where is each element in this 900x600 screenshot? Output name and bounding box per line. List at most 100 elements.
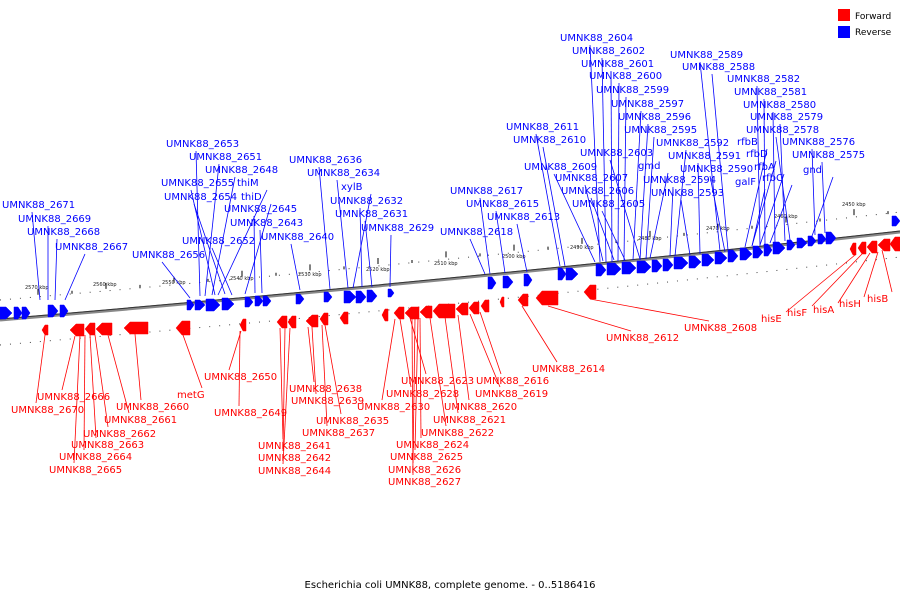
reverse-gene-leader <box>211 247 233 296</box>
reverse-gene-label: UMNK88_2669 <box>18 214 91 225</box>
reverse-gene-leader <box>589 44 601 263</box>
forward-gene-label: UMNK88_2625 <box>390 452 463 463</box>
reverse-gene-label: UMNK88_2617 <box>450 186 523 197</box>
reverse-gene-label: xylB <box>341 182 363 193</box>
forward-gene-arrow <box>455 302 469 316</box>
reverse-gene-label: UMNK88_2654 <box>164 192 237 203</box>
reverse-gene-leader <box>821 161 826 234</box>
reverse-gene-leader <box>542 146 566 267</box>
reverse-gene-label: galF <box>735 177 756 188</box>
forward-gene-label: UMNK88_2664 <box>59 452 132 463</box>
reverse-gene-arrow <box>295 293 305 305</box>
forward-gene-arrow <box>517 293 529 307</box>
reverse-gene-leader <box>680 199 691 256</box>
reverse-gene-label: UMNK88_2580 <box>743 100 816 111</box>
reverse-gene-arrow <box>323 291 333 303</box>
forward-gene-arrow <box>381 308 389 322</box>
forward-gene-label: UMNK88_2662 <box>83 429 156 440</box>
reverse-gene-arrow <box>825 231 837 245</box>
reverse-gene-label: gnd <box>803 165 822 176</box>
reverse-gene-arrow <box>221 297 235 311</box>
forward-gene-arrow <box>123 321 149 335</box>
forward-gene-label: hisE <box>761 314 782 325</box>
reverse-gene-label: UMNK88_2592 <box>656 138 729 149</box>
reverse-gene-arrow <box>727 249 739 263</box>
forward-gene-arrow <box>404 306 420 320</box>
forward-gene-label: hisB <box>867 294 888 305</box>
reverse-gene-leader <box>364 220 373 288</box>
forward-gene-leader <box>282 327 286 452</box>
forward-gene-label: hisF <box>787 308 807 319</box>
reverse-strand-genes: UMNK88_2671 UMNK88_2669 UMNK88_2668 UMNK88_… <box>0 33 900 320</box>
reverse-gene-leader <box>623 96 627 262</box>
reverse-gene-leader <box>553 173 596 263</box>
reverse-gene-leader <box>54 238 58 301</box>
reverse-gene-leader <box>584 184 604 262</box>
forward-gene-arrow <box>499 296 505 308</box>
forward-gene-arrow <box>84 322 96 336</box>
reverse-gene-leader <box>253 215 256 294</box>
scale-label: 2540 kbp <box>230 276 254 282</box>
reverse-gene-leader <box>744 148 768 248</box>
forward-gene-leader <box>134 333 142 401</box>
legend-forward-swatch <box>838 9 850 21</box>
reverse-gene-label: UMNK88_2604 <box>560 33 633 44</box>
forward-gene-arrow <box>393 306 405 320</box>
forward-gene-arrow <box>889 236 900 252</box>
forward-gene-arrow <box>41 324 49 336</box>
forward-gene-leader <box>238 330 241 407</box>
forward-gene-label: hisH <box>839 299 861 310</box>
forward-gene-arrow <box>319 312 329 326</box>
forward-gene-label: UMNK88_2661 <box>104 415 177 426</box>
reverse-gene-arrow <box>557 267 567 281</box>
reverse-gene-arrow <box>786 239 796 251</box>
reverse-gene-leader <box>336 179 349 289</box>
forward-gene-arrow <box>287 315 297 329</box>
forward-gene-leader <box>83 334 86 451</box>
reverse-gene-leader <box>359 207 363 288</box>
reverse-gene-leader <box>811 148 816 236</box>
reverse-gene-arrow <box>752 245 764 259</box>
reverse-gene-arrow <box>343 290 357 304</box>
reverse-gene-label: rfbA <box>754 162 775 173</box>
reverse-gene-leader <box>389 234 392 288</box>
forward-gene-label: UMNK88_2635 <box>316 416 389 427</box>
forward-gene-label: UMNK88_2627 <box>388 477 461 488</box>
reverse-gene-label: UMNK88_2671 <box>2 200 75 211</box>
reverse-gene-leader <box>64 253 86 301</box>
forward-gene-leader <box>479 311 502 375</box>
reverse-gene-arrow <box>739 247 753 261</box>
forward-gene-label: UMNK88_2650 <box>204 372 277 383</box>
reverse-gene-label: UMNK88_2588 <box>682 62 755 73</box>
reverse-gene-arrow <box>673 256 689 270</box>
scale-label: 2570 kbp <box>25 285 49 291</box>
forward-gene-arrow <box>276 315 288 329</box>
forward-gene-label: UMNK88_2620 <box>444 402 517 413</box>
forward-gene-leader <box>182 334 203 389</box>
reverse-gene-label: UMNK88_2606 <box>561 186 634 197</box>
forward-gene-arrow <box>239 318 247 332</box>
reverse-gene-label: UMNK88_2591 <box>668 151 741 162</box>
reverse-gene-label: UMNK88_2607 <box>555 173 628 184</box>
reverse-gene-arrow <box>891 215 900 227</box>
reverse-gene-leader <box>751 188 766 247</box>
forward-gene-leader <box>107 334 130 414</box>
reverse-gene-arrow <box>502 275 514 289</box>
reverse-gene-label: UMNK88_2629 <box>361 223 434 234</box>
reverse-gene-arrow <box>662 258 674 272</box>
reverse-gene-label: UMNK88_2589 <box>670 50 743 61</box>
scale-label: 2510 kbp <box>434 261 458 267</box>
reverse-gene-label: UMNK88_2634 <box>307 168 380 179</box>
forward-gene-label: UMNK88_2663 <box>71 440 144 451</box>
reverse-gene-label: UMNK88_2595 <box>624 125 697 136</box>
reverse-gene-leader <box>193 203 226 295</box>
forward-gene-arrow <box>305 314 319 328</box>
forward-gene-arrow <box>95 322 113 336</box>
forward-gene-leader <box>863 251 879 298</box>
reverse-gene-arrow <box>13 306 23 320</box>
forward-gene-leader <box>61 335 76 391</box>
forward-gene-label: hisA <box>813 305 834 316</box>
reverse-gene-leader <box>699 61 721 252</box>
reverse-gene-label: UMNK88_2597 <box>611 99 684 110</box>
